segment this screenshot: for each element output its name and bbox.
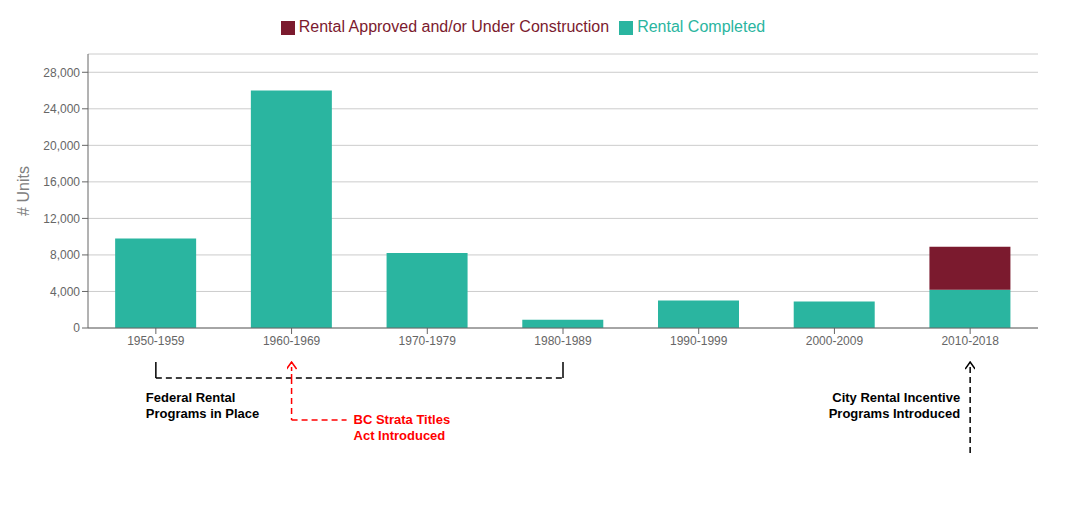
svg-text:1960-1969: 1960-1969 — [263, 334, 321, 348]
html-text:Rental Approved and/or Under C: Rental Approved and/or Under Constructio… — [298, 18, 610, 35]
html-text:Rental Completed: Rental Completed — [637, 18, 766, 35]
svg-text:0: 0 — [73, 321, 80, 335]
svg-text:2000-2009: 2000-2009 — [806, 334, 864, 348]
svg-text:24,000: 24,000 — [43, 102, 80, 116]
svg-text:City Rental IncentivePrograms: City Rental IncentivePrograms Introduced — [829, 390, 961, 421]
svg-text:2010-2018: 2010-2018 — [941, 334, 999, 348]
svg-text:BC Strata TitlesAct Introduced: BC Strata TitlesAct Introduced — [354, 412, 451, 443]
svg-text:Federal RentalPrograms in Plac: Federal RentalPrograms in Place — [146, 390, 259, 421]
svg-text:4,000: 4,000 — [50, 285, 80, 299]
svg-text:12,000: 12,000 — [43, 212, 80, 226]
svg-text:# Units: # Units — [15, 166, 32, 216]
svg-text:1950-1959: 1950-1959 — [127, 334, 185, 348]
svg-text:28,000: 28,000 — [43, 66, 80, 80]
svg-text:8,000: 8,000 — [50, 248, 80, 262]
svg-text:16,000: 16,000 — [43, 175, 80, 189]
svg-text:1990-1999: 1990-1999 — [670, 334, 728, 348]
svg-text:20,000: 20,000 — [43, 139, 80, 153]
svg-text:1970-1979: 1970-1979 — [399, 334, 457, 348]
svg-text:1980-1989: 1980-1989 — [534, 334, 592, 348]
